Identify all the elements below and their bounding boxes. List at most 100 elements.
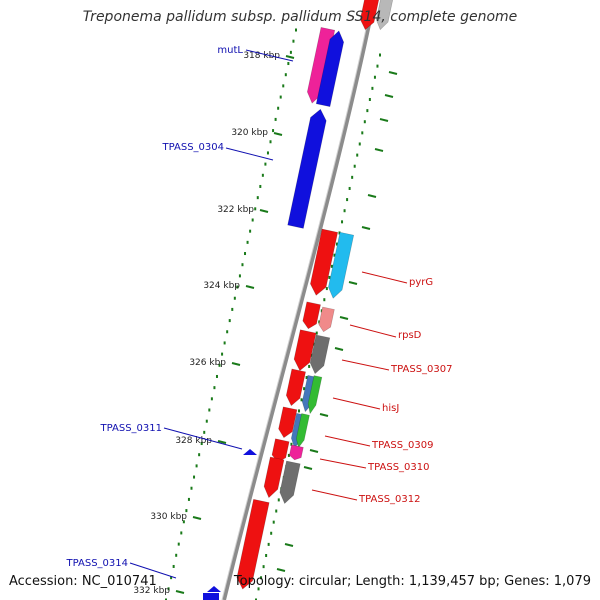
genome-backbone (221, 0, 376, 600)
inner-ring-dot (200, 442, 203, 446)
inner-ring-dot (195, 464, 198, 468)
gene-arrow-pyrG (328, 231, 355, 299)
label-leader-line (163, 427, 243, 450)
outer-ring-dot (323, 298, 326, 302)
outer-ring-dot (368, 97, 371, 101)
outer-skew-mark (339, 316, 349, 320)
outer-ring-dot (338, 231, 341, 235)
inner-ring-dot (205, 419, 208, 423)
label-leader-line (245, 49, 294, 62)
kbp-tick-label: 328 kbp (175, 436, 212, 446)
inner-ring-dot (221, 352, 224, 356)
inner-ring-dot (223, 341, 226, 345)
outer-ring-dot (335, 242, 338, 246)
outer-ring-dot (267, 542, 270, 546)
outer-ring-dot (371, 86, 374, 90)
kbp-tick-mark (217, 440, 227, 444)
kbp-tick-label: 326 kbp (189, 358, 226, 368)
inner-ring-dot (287, 62, 290, 66)
outer-skew-mark (348, 281, 358, 285)
gene-features (203, 0, 394, 600)
inner-ring-dot (279, 95, 282, 99)
outer-ring-dot (305, 376, 308, 380)
label-leader-lines (129, 49, 408, 579)
gene-label-TPASS_0314: TPASS_0314 (66, 558, 128, 569)
inner-ring-dot (231, 307, 234, 311)
outer-skew-mark (388, 71, 398, 75)
kbp-tick-label: 322 kbp (217, 205, 254, 215)
outer-ring-dot (320, 309, 323, 313)
outer-skew-mark (319, 413, 329, 417)
inner-ring-dot (251, 218, 254, 222)
outer-ring-dot (318, 320, 321, 324)
inner-ring-dot (226, 330, 229, 334)
outer-ring-dot (366, 109, 369, 113)
inner-ring-dot (261, 173, 264, 177)
outer-ring-dot (290, 442, 293, 446)
inner-ring-dot (241, 263, 244, 267)
inner-ring-dot (238, 274, 241, 278)
gene-arrow (359, 0, 380, 31)
inner-ring-dot (193, 475, 196, 479)
inner-ring-dot (264, 162, 267, 166)
inner-ring-dot (272, 129, 275, 133)
inner-ring-dot (185, 509, 188, 513)
inner-ring-dot (289, 50, 292, 54)
gc-skew-dot-rings (165, 28, 398, 600)
genome-stats-text: Topology: circular; Length: 1,139,457 bp… (233, 574, 591, 589)
gene-arrow (293, 329, 317, 372)
outer-ring-dot (275, 509, 278, 513)
inner-ring-dot (282, 84, 285, 88)
outer-skew-mark (361, 226, 371, 230)
gene-label-TPASS_0312: TPASS_0312 (358, 494, 420, 505)
gene-arrow-TPASS_0307 (309, 334, 331, 375)
outer-ring-dot (308, 364, 311, 368)
outer-skew-mark (284, 543, 294, 547)
inner-ring-dot (165, 598, 167, 600)
outer-ring-dot (379, 53, 381, 57)
gene-arrow-hisJ (307, 375, 323, 415)
outer-ring-dot (272, 520, 275, 524)
outer-ring-dot (287, 453, 290, 457)
gene-arrow-mutL (307, 27, 336, 104)
gene-arrow (310, 228, 339, 296)
map-title: Treponema pallidum subsp. pallidum SS14,… (82, 9, 518, 25)
label-leader-line (324, 435, 371, 447)
backbone-line (222, 0, 376, 600)
accession-text: Accession: NC_010741 (9, 574, 157, 589)
inner-ring-dot (190, 486, 193, 490)
outer-ring-dot (356, 153, 359, 157)
gene-label-TPASS_0310: TPASS_0310 (367, 462, 429, 473)
inner-ring-dot (233, 296, 236, 300)
gene-arrow-marker (203, 593, 219, 600)
inner-ring-dot (274, 117, 277, 121)
gene-arrow (315, 30, 344, 107)
label-leader-line (332, 397, 381, 410)
inner-ring-dot (244, 252, 247, 256)
inner-ring-dot (167, 587, 170, 591)
kbp-tick-mark (273, 132, 283, 136)
gene-label-pyrG: pyrG (409, 277, 433, 288)
kbp-tick-label: 324 kbp (203, 281, 240, 291)
outer-ring-dot (348, 186, 351, 190)
outer-ring-dot (328, 275, 331, 279)
outer-ring-dot (298, 409, 301, 413)
kbp-tick-mark (245, 285, 255, 289)
gene-label-TPASS_0309: TPASS_0309 (371, 440, 433, 451)
gene-arrow-TPASS_0312 (279, 460, 301, 505)
inner-ring-dot (210, 397, 213, 401)
outer-ring-dot (376, 64, 379, 68)
inner-ring-dot (259, 184, 262, 188)
inner-ring-dot (218, 363, 221, 367)
outer-ring-dot (353, 164, 356, 168)
outer-ring-dot (260, 576, 263, 580)
gene-label-TPASS_0311: TPASS_0311 (100, 423, 162, 434)
gene-arrow-TPASS_0309 (296, 413, 310, 449)
label-leader-line (225, 147, 274, 161)
kbp-tick-mark (259, 209, 269, 213)
inner-ring-dot (266, 151, 269, 155)
label-leader-line (341, 359, 390, 371)
inner-ring-dot (177, 542, 180, 546)
backbone-highlight (221, 0, 373, 600)
